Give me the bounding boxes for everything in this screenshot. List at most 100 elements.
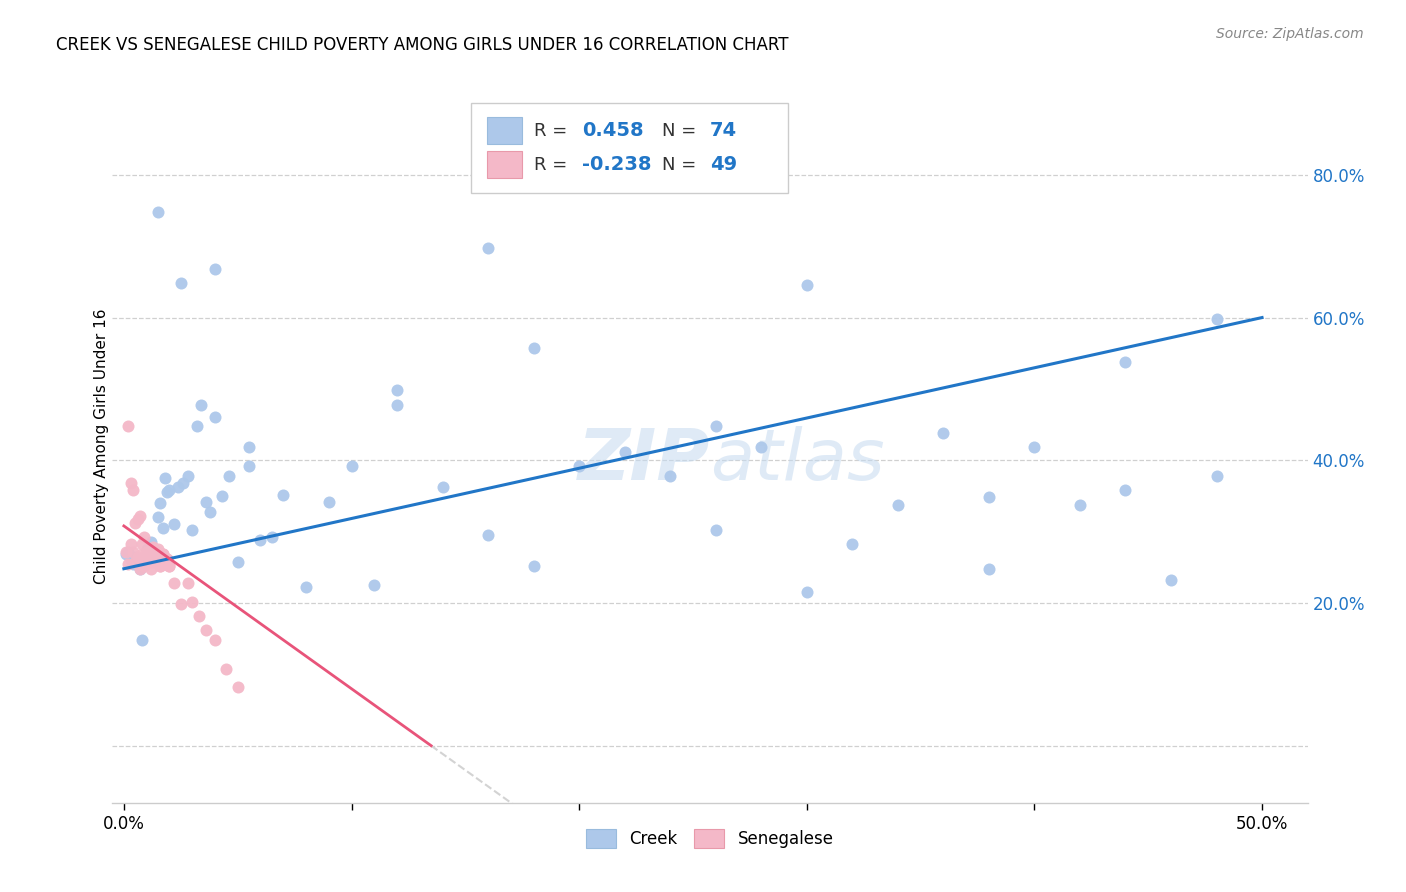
Point [127, 512, 149, 526]
Point [157, 483, 180, 498]
Point [131, 537, 153, 551]
FancyBboxPatch shape [486, 117, 523, 145]
Text: N =: N = [662, 156, 696, 174]
Point [318, 494, 340, 508]
Point [176, 576, 198, 591]
Point [385, 398, 408, 412]
Point [138, 549, 160, 564]
Point [149, 558, 172, 573]
Point [145, 551, 167, 566]
Point [190, 398, 212, 412]
Point [226, 680, 249, 694]
Point [186, 419, 208, 434]
Point [141, 555, 163, 569]
Point [188, 608, 211, 623]
Point [704, 523, 727, 537]
Point [568, 458, 591, 473]
Point [141, 562, 163, 576]
Point [149, 496, 172, 510]
Point [122, 544, 145, 558]
Point [117, 419, 139, 434]
Point [194, 494, 217, 508]
Point [1205, 312, 1227, 326]
Point [153, 471, 176, 485]
Point [134, 557, 156, 571]
Point [152, 548, 174, 562]
Point [932, 426, 955, 441]
Point [1114, 355, 1136, 369]
Point [142, 541, 165, 555]
Point [176, 469, 198, 483]
Point [204, 262, 226, 277]
Point [1114, 483, 1136, 498]
Point [128, 508, 150, 523]
Point [249, 533, 271, 548]
Text: ZIP: ZIP [578, 425, 710, 495]
Point [156, 551, 179, 566]
Point [124, 549, 146, 564]
Point [340, 458, 363, 473]
Point [134, 530, 156, 544]
Point [122, 557, 145, 571]
Point [146, 542, 169, 557]
Text: atlas: atlas [710, 425, 884, 495]
Point [157, 558, 180, 573]
Point [977, 491, 1000, 505]
Point [117, 557, 139, 571]
Point [153, 555, 176, 569]
FancyBboxPatch shape [471, 103, 787, 193]
Point [887, 498, 910, 512]
Point [170, 598, 193, 612]
Point [271, 487, 294, 501]
Point [156, 485, 179, 500]
Point [841, 537, 863, 551]
Point [226, 555, 249, 569]
Point [124, 516, 146, 530]
Point [146, 544, 169, 558]
Point [135, 542, 157, 557]
Text: CREEK VS SENEGALESE CHILD POVERTY AMONG GIRLS UNDER 16 CORRELATION CHART: CREEK VS SENEGALESE CHILD POVERTY AMONG … [56, 36, 789, 54]
Point [659, 469, 682, 483]
Point [145, 551, 167, 566]
Point [181, 594, 204, 608]
Point [163, 576, 186, 591]
Point [523, 558, 546, 573]
Point [218, 469, 240, 483]
Text: R =: R = [534, 121, 568, 139]
Point [204, 410, 226, 425]
Point [142, 549, 165, 564]
Point [135, 544, 157, 558]
Point [363, 578, 385, 592]
Point [138, 544, 160, 558]
Point [385, 384, 408, 398]
Point [120, 476, 142, 491]
Point [115, 544, 138, 558]
Point [153, 555, 176, 569]
Point [152, 521, 174, 535]
Point [796, 278, 818, 293]
Point [204, 633, 226, 648]
Point [1160, 573, 1182, 587]
Point [131, 633, 153, 648]
Point [200, 505, 222, 519]
Point [122, 483, 145, 498]
Point [117, 544, 139, 558]
Point [1024, 441, 1046, 455]
Point [146, 510, 169, 524]
Point [181, 523, 204, 537]
Point [170, 277, 193, 291]
Point [124, 555, 146, 569]
Point [1205, 469, 1227, 483]
Y-axis label: Child Poverty Among Girls Under 16: Child Poverty Among Girls Under 16 [94, 309, 108, 583]
Text: -0.238: -0.238 [582, 155, 651, 174]
Legend: Creek, Senegalese: Creek, Senegalese [586, 829, 834, 848]
Point [432, 480, 454, 494]
Point [238, 441, 260, 455]
Point [295, 580, 318, 594]
Point [120, 537, 142, 551]
Point [215, 662, 238, 676]
Point [156, 551, 179, 566]
Point [477, 241, 499, 255]
Point [127, 549, 149, 564]
Point [127, 555, 149, 569]
